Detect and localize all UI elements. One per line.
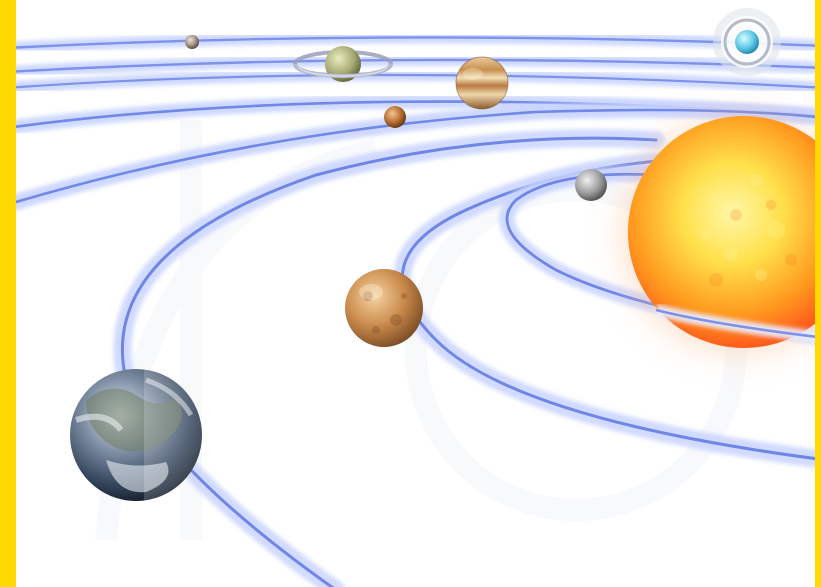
orbit-saturn (16, 69, 815, 94)
sun (601, 95, 815, 375)
solar-system-illustration (16, 8, 815, 587)
mars (384, 106, 406, 128)
orbit-earth (113, 129, 665, 587)
saturn (293, 46, 393, 82)
mercury (575, 169, 607, 201)
pluto (185, 35, 199, 49)
orbit-pluto (16, 31, 815, 54)
earth (70, 369, 202, 501)
orbit-neptune (16, 53, 815, 78)
neptune (713, 8, 781, 76)
venus (345, 269, 423, 347)
solar-system-scene (16, 0, 815, 587)
jupiter (455, 56, 509, 110)
orbit-mercury-front (654, 304, 815, 343)
